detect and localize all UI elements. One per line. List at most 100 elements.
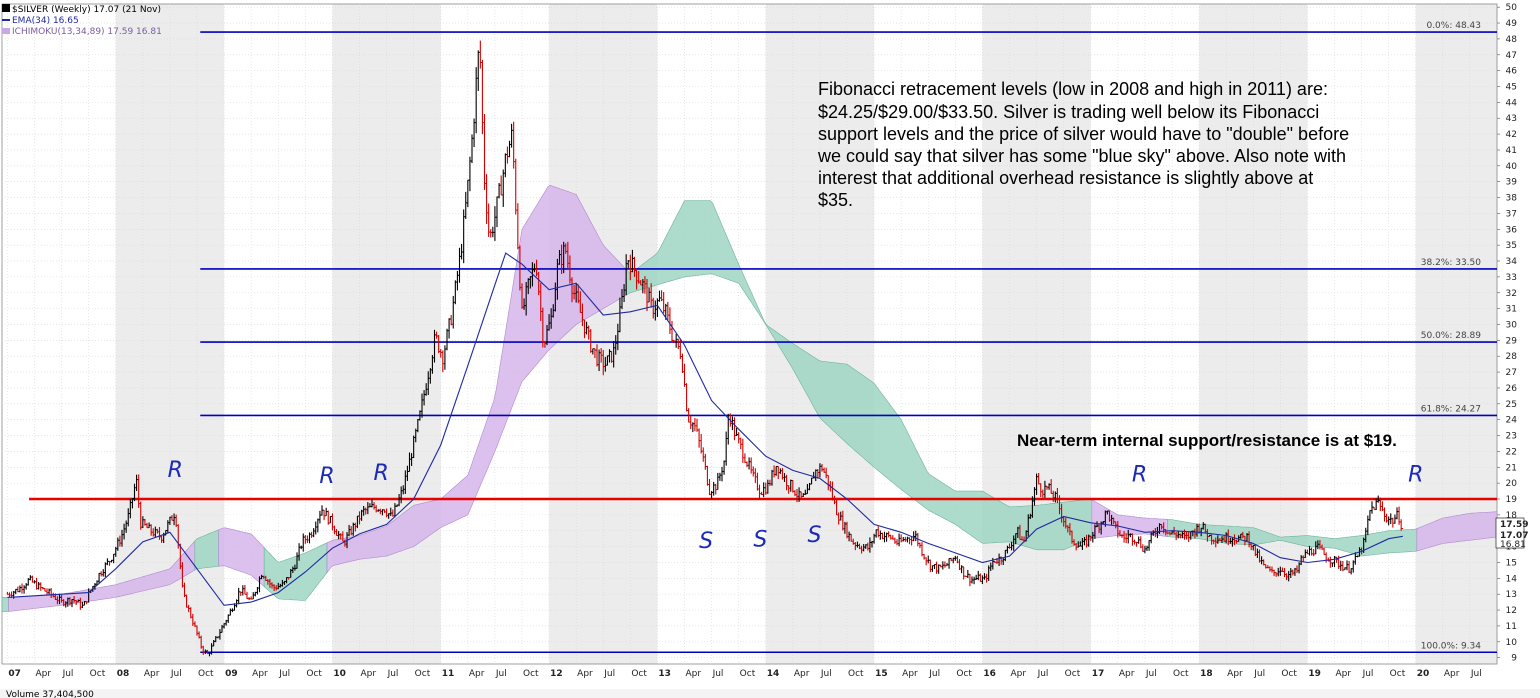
y-tick-label: 21 [1506,463,1517,473]
support-mark: S [808,523,822,548]
x-tick-label: 12 [550,669,563,679]
ema-line [7,252,1403,606]
x-tick-label: 13 [658,669,671,679]
x-tick-label: Oct [1065,669,1081,679]
y-tick-label: 37 [1506,209,1517,219]
legend-symbol: $SILVER (Weekly) 17.07 (21 Nov) [12,5,161,15]
x-tick-label: 09 [225,669,238,679]
x-tick-label: Jul [62,669,74,679]
y-tick-label: 41 [1506,146,1517,156]
x-tick-label: Oct [740,669,756,679]
x-tick-label: 11 [442,669,455,679]
y-tick-label: 43 [1506,114,1517,124]
legend-ichimoku: ICHIMOKU(13,34,89) 17.59 16.81 [12,27,162,37]
y-tick-label: 48 [1506,35,1518,45]
x-tick-label: Jul [1253,669,1265,679]
x-tick-label: 10 [333,669,346,679]
x-tick-label: Jul [1362,669,1374,679]
fib-note-line-5: interest that additional overhead resist… [818,168,1313,188]
fib-label: 38.2%: 33.50 [1421,258,1482,268]
fib-label: 100.0%: 9.34 [1421,641,1482,651]
y-tick-label: 19 [1506,495,1518,505]
x-tick-label: Jul [1470,669,1482,679]
support-mark: S [699,529,713,554]
x-tick-label: 07 [8,669,21,679]
x-tick-label: Apr [577,669,593,679]
x-tick-label: Jul [712,669,724,679]
fib-note-line-1: Fibonacci retracement levels (low in 200… [818,79,1328,99]
price-label-lower: 16.81 [1500,540,1526,550]
y-tick-label: 27 [1506,368,1517,378]
price-label-last: 17.07 [1500,531,1528,541]
y-tick-label: 44 [1506,98,1518,108]
y-tick-label: 25 [1506,400,1517,410]
y-tick-label: 39 [1506,178,1518,188]
x-axis: 07 Apr Jul Oct 08 Apr Jul Oct 09 Apr Jul Oct 10 Apr Ju… [8,669,1481,679]
x-tick-label: Oct [848,669,864,679]
y-tick-label: 34 [1506,257,1518,267]
year-band [1415,4,1497,664]
y-tick-label: 13 [1506,590,1517,600]
x-tick-label: Apr [361,669,377,679]
x-tick-label: 17 [1092,669,1105,679]
y-tick-label: 45 [1506,83,1517,93]
x-tick-label: Apr [1444,669,1460,679]
x-tick-label: 19 [1308,669,1321,679]
x-tick-label: Jul [820,669,832,679]
price-label-upper: 17.59 [1500,520,1528,530]
x-tick-label: Apr [1336,669,1352,679]
legend: $SILVER (Weekly) 17.07 (21 Nov) EMA(34) … [2,4,162,37]
y-tick-label: 29 [1506,336,1518,346]
legend-ema: EMA(34) 16.65 [12,16,79,26]
ichimoku-swatch [2,28,10,34]
x-tick-label: 14 [767,669,780,679]
y-tick-label: 32 [1506,289,1517,299]
y-axis: 9101112131415161718192021222324252627282… [1497,3,1518,664]
y-tick-label: 42 [1506,130,1517,140]
x-tick-label: Apr [1119,669,1135,679]
resistance-mark: R [1132,463,1147,488]
x-tick-label: 16 [983,669,996,679]
x-tick-label: Apr [902,669,918,679]
y-tick-label: 50 [1506,3,1518,13]
x-tick-label: Apr [1011,669,1027,679]
resistance-mark: R [319,464,334,489]
x-tick-label: Oct [1281,669,1297,679]
y-tick-label: 40 [1506,162,1518,172]
x-tick-label: 18 [1200,669,1213,679]
y-tick-label: 30 [1506,320,1518,330]
x-tick-label: Jul [278,669,290,679]
fib-note-line-2: $24.25/$29.00/$33.50. Silver is trading … [818,102,1319,122]
x-tick-label: Jul [1037,669,1049,679]
y-tick-label: 23 [1506,432,1517,442]
plot-frame [1,3,1498,665]
y-tick-label: 47 [1506,51,1517,61]
y-tick-label: 20 [1506,479,1518,489]
x-tick-label: Jul [170,669,182,679]
fib-label: 50.0%: 28.89 [1421,331,1482,341]
y-tick-label: 11 [1506,622,1517,632]
y-tick-label: 12 [1506,606,1517,616]
price-label-box [1495,517,1525,549]
volume-strip [0,689,1540,698]
ema-series-line [7,252,1403,606]
fib-note-line-4: we could say that silver has some "blue … [817,146,1346,166]
fib-note-line-6: $35. [818,190,853,210]
y-tick-label: 36 [1506,225,1518,235]
y-tick-label: 38 [1506,194,1518,204]
x-tick-label: Oct [306,669,322,679]
y-tick-label: 35 [1506,241,1517,251]
y-tick-label: 9 [1511,654,1517,664]
x-tick-label: Apr [794,669,810,679]
support-note: Near-term internal support/resistance is… [1017,431,1397,450]
resistance-mark: R [374,461,389,486]
x-tick-label: Jul [495,669,507,679]
resistance-mark: R [1408,463,1423,488]
fib-label: 61.8%: 24.27 [1421,404,1481,414]
x-tick-label: Oct [956,669,972,679]
x-tick-label: Jul [603,669,615,679]
y-tick-label: 33 [1506,273,1517,283]
y-tick-label: 46 [1506,67,1518,77]
x-tick-label: Oct [1173,669,1189,679]
